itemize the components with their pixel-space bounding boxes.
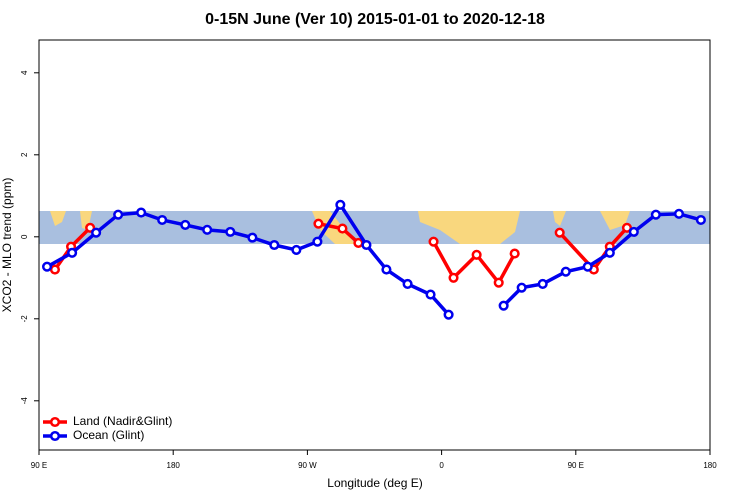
- data-point: [650, 209, 661, 220]
- data-point: [353, 237, 364, 248]
- data-point: [381, 264, 392, 275]
- y-tick-label: 4: [20, 70, 29, 75]
- data-point: [428, 236, 439, 247]
- data-point: [582, 261, 593, 272]
- data-point: [269, 239, 280, 251]
- legend-label: Ocean (Glint): [73, 428, 144, 442]
- y-axis-label: XCO2 - MLO trend (ppm): [0, 178, 14, 313]
- data-point: [695, 214, 706, 226]
- data-point: [312, 236, 323, 247]
- legend-marker: [49, 416, 61, 428]
- plot-frame: [38, 39, 711, 451]
- data-point: [471, 249, 482, 260]
- data-point: [443, 309, 454, 320]
- data-point: [247, 232, 258, 243]
- data-point: [157, 214, 168, 226]
- data-point: [537, 278, 548, 290]
- data-point: [337, 223, 348, 234]
- y-tick-label: 2: [20, 152, 29, 157]
- data-point: [560, 266, 571, 277]
- data-point: [361, 239, 372, 251]
- x-tick-label: 90 E: [568, 461, 584, 470]
- x-tick-label: 180: [703, 461, 717, 470]
- data-point: [493, 277, 504, 288]
- data-point: [448, 272, 459, 283]
- data-point: [85, 222, 96, 233]
- data-point: [67, 247, 78, 258]
- legend-marker: [49, 430, 61, 442]
- x-tick-label: 90 E: [31, 461, 47, 470]
- x-tick-label: 90 W: [298, 461, 317, 470]
- data-point: [509, 248, 520, 259]
- data-point: [604, 247, 615, 258]
- data-point: [335, 199, 346, 210]
- x-tick-label: 0: [439, 461, 444, 470]
- x-axis-label: Longitude (deg E): [327, 476, 422, 490]
- data-point: [91, 227, 102, 238]
- legend-label: Land (Nadir&Glint): [73, 414, 172, 428]
- data-point: [554, 227, 565, 238]
- data-point: [516, 282, 527, 293]
- y-tick-label: -4: [20, 397, 29, 405]
- data-point: [49, 264, 61, 275]
- data-point: [498, 300, 509, 311]
- data-point: [113, 209, 124, 220]
- data-point: [313, 218, 324, 229]
- data-point: [225, 226, 236, 237]
- y-tick-label: 0: [20, 234, 29, 239]
- data-point: [202, 224, 213, 235]
- x-tick-label: 180: [167, 461, 181, 470]
- data-point: [291, 244, 302, 255]
- data-point: [42, 261, 53, 272]
- data-point: [673, 208, 685, 219]
- chart-title: 0-15N June (Ver 10) 2015-01-01 to 2020-1…: [205, 11, 545, 28]
- data-point: [180, 219, 191, 230]
- data-point: [425, 289, 436, 300]
- data-point: [621, 222, 632, 233]
- y-tick-label: -2: [20, 315, 29, 323]
- data-point: [136, 207, 147, 218]
- data-point: [402, 278, 413, 290]
- data-point: [628, 226, 639, 237]
